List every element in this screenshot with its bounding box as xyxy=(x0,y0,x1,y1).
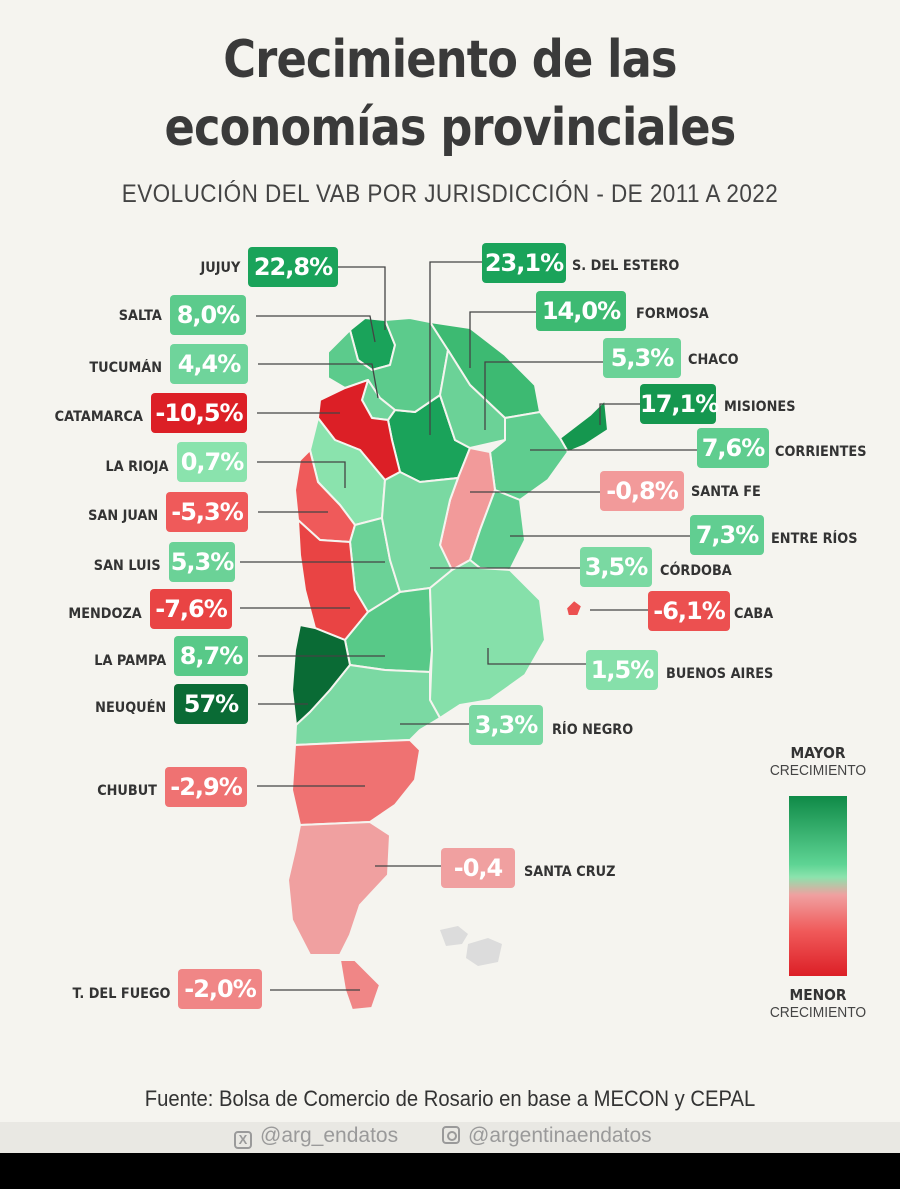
province-caba xyxy=(565,599,583,617)
province-label-cordoba: CÓRDOBA xyxy=(660,563,732,579)
province-label-catamarca: CATAMARCA xyxy=(54,409,143,425)
province-label-entre-rios: ENTRE RÍOS xyxy=(771,531,858,547)
province-misiones xyxy=(559,399,609,453)
legend-top-bold: MAYOR xyxy=(790,744,846,762)
province-label-corrientes: CORRIENTES xyxy=(775,444,867,460)
value-badge-t-del-fuego: -2,0% xyxy=(178,969,262,1009)
value-badge-caba: -6,1% xyxy=(648,591,730,631)
legend-top-sub: CRECIMIENTO xyxy=(769,762,867,779)
legend-color-scale xyxy=(789,796,847,976)
x-twitter-icon: X xyxy=(234,1131,252,1149)
instagram-handle-text: @argentinaendatos xyxy=(468,1124,652,1147)
value-badge-misiones: 17,1% xyxy=(640,384,719,424)
infographic: Crecimiento de las economías provinciale… xyxy=(0,0,900,1153)
province-label-san-luis: SAN LUIS xyxy=(94,558,161,574)
value-badge-santa-fe: -0,8% xyxy=(600,471,684,511)
province-label-mendoza: MENDOZA xyxy=(68,606,142,622)
province-santa-cruz xyxy=(287,821,391,956)
province-label-la-pampa: LA PAMPA xyxy=(94,653,166,669)
value-badge-rio-negro: 3,3% xyxy=(469,705,543,745)
province-label-s-del-estero: S. DEL ESTERO xyxy=(572,258,680,274)
value-badge-tucuman: 4,4% xyxy=(170,344,248,384)
province-label-jujuy: JUJUY xyxy=(200,260,240,276)
province-chaco xyxy=(439,349,506,449)
value-badge-mendoza: -7,6% xyxy=(150,589,232,629)
footer: X @arg_endatos @argentinaendatos xyxy=(0,1122,900,1153)
value-badge-jujuy: 22,8% xyxy=(248,247,338,287)
twitter-handle-text: @arg_endatos xyxy=(260,1124,399,1147)
malvinas-islands xyxy=(440,926,502,966)
province-label-la-rioja: LA RIOJA xyxy=(105,459,169,475)
leader-line-salta xyxy=(256,315,376,343)
value-badge-corrientes: 7,6% xyxy=(697,428,769,468)
value-badge-chubut: -2,9% xyxy=(165,767,247,807)
twitter-handle[interactable]: X @arg_endatos xyxy=(234,1124,398,1149)
province-label-buenos-aires: BUENOS AIRES xyxy=(666,666,774,682)
province-label-chaco: CHACO xyxy=(688,352,739,368)
province-label-santa-fe: SANTA FE xyxy=(691,484,761,500)
leader-line-buenos-aires xyxy=(487,648,586,665)
value-badge-formosa: 14,0% xyxy=(536,291,626,331)
province-label-rio-negro: RÍO NEGRO xyxy=(552,722,634,738)
legend-top: MAYOR CRECIMIENTO xyxy=(754,744,883,779)
value-badge-cordoba: 3,5% xyxy=(580,547,652,587)
value-badge-chaco: 5,3% xyxy=(603,338,681,378)
value-badge-la-pampa: 8,7% xyxy=(174,636,248,676)
leader-line-jujuy xyxy=(338,266,386,330)
province-label-t-del-fuego: T. DEL FUEGO xyxy=(72,986,170,1002)
legend-bottom: MENOR CRECIMIENTO xyxy=(754,986,883,1021)
province-buenos-aires xyxy=(429,559,546,719)
province-label-formosa: FORMOSA xyxy=(636,306,709,322)
value-badge-la-rioja: 0,7% xyxy=(177,442,247,482)
province-label-san-juan: SAN JUAN xyxy=(87,508,158,524)
value-badge-santa-cruz: -0,4 xyxy=(441,848,515,888)
value-badge-neuquen: 57% xyxy=(174,684,248,724)
province-cordoba xyxy=(381,471,459,593)
value-badge-entre-rios: 7,3% xyxy=(690,515,764,555)
instagram-icon xyxy=(442,1126,460,1144)
province-label-caba: CABA xyxy=(734,606,774,622)
province-label-misiones: MISIONES xyxy=(724,399,796,415)
leader-line-la-rioja xyxy=(257,461,346,488)
leader-line-chaco xyxy=(484,361,603,430)
province-chubut xyxy=(291,739,421,826)
value-badge-salta: 8,0% xyxy=(170,295,246,335)
leader-line-tucuman xyxy=(258,363,379,399)
legend-bottom-bold: MENOR xyxy=(789,986,847,1004)
value-badge-catamarca: -10,5% xyxy=(151,393,247,433)
bottom-black-bar xyxy=(0,1153,900,1189)
province-t-del-fuego xyxy=(339,959,381,1011)
instagram-handle[interactable]: @argentinaendatos xyxy=(442,1124,652,1148)
title-line-2: economías provinciales xyxy=(164,98,737,158)
source-note: Fuente: Bolsa de Comercio de Rosario en … xyxy=(144,1086,756,1111)
value-badge-buenos-aires: 1,5% xyxy=(586,650,658,690)
title-line-1: Crecimiento de las xyxy=(223,30,677,90)
province-label-tucuman: TUCUMÁN xyxy=(89,360,162,376)
legend-bottom-sub: CRECIMIENTO xyxy=(769,1004,867,1021)
value-badge-san-luis: 5,3% xyxy=(169,542,235,582)
argentina-map xyxy=(240,261,697,1011)
value-badge-san-juan: -5,3% xyxy=(166,492,248,532)
value-badge-s-del-estero: 23,1% xyxy=(482,243,566,283)
province-label-neuquen: NEUQUÉN xyxy=(94,700,166,716)
province-label-chubut: CHUBUT xyxy=(97,783,157,799)
subtitle: EVOLUCIÓN DEL VAB POR JURISDICCIÓN - DE … xyxy=(121,180,779,208)
province-label-santa-cruz: SANTA CRUZ xyxy=(524,864,616,880)
province-label-salta: SALTA xyxy=(118,308,162,324)
leader-line-misiones xyxy=(599,403,640,425)
leader-line-formosa xyxy=(469,311,536,368)
leader-line-s-del-estero xyxy=(429,261,482,435)
